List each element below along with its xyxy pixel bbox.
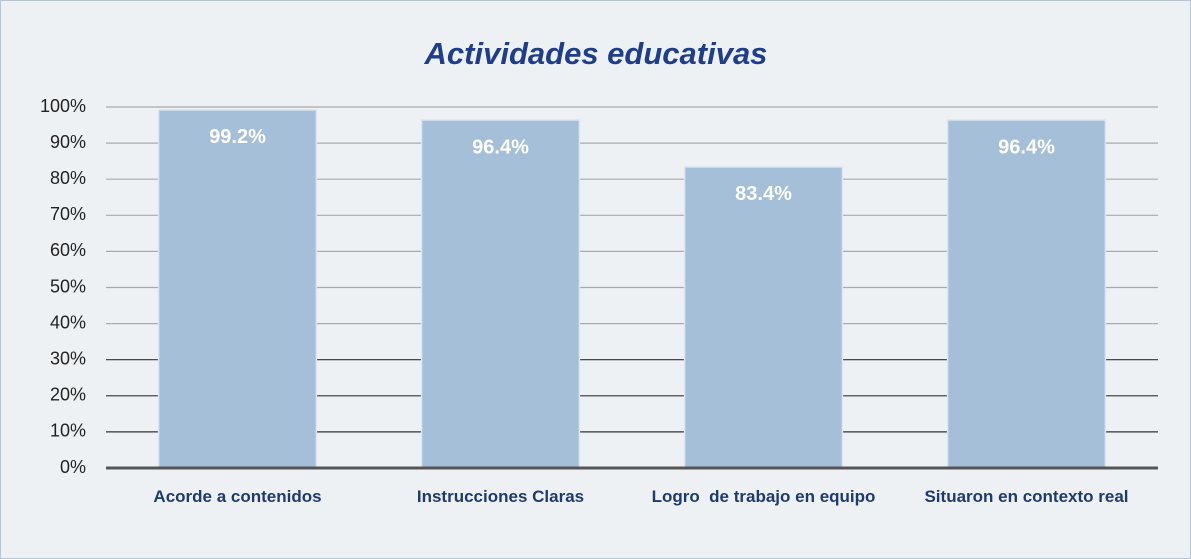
data-label: 99.2% [209,126,266,148]
y-tick-label: 30% [50,348,86,368]
bar [157,109,318,469]
data-label: 96.4% [472,136,529,158]
y-tick-label: 60% [50,240,86,260]
y-tick-label: 20% [50,385,86,405]
x-tick-label: Acorde a contenidos [153,487,322,506]
x-tick-label: Situaron en contexto real [924,487,1129,506]
y-tick-label: 40% [50,312,86,332]
bar [683,166,844,469]
y-tick-label: 90% [50,132,86,152]
chart-title: Actividades educativas [424,36,768,71]
bar [420,119,581,469]
y-tick-label: 70% [50,204,86,224]
data-label: 96.4% [998,136,1055,158]
y-tick-label: 10% [50,421,86,441]
x-tick-label: Instrucciones Claras [416,487,585,506]
y-tick-label: 50% [50,276,86,296]
bar [946,119,1107,469]
x-tick-label: Logro de trabajo en equipo [651,487,876,506]
data-label: 83.4% [735,183,792,205]
y-tick-label: 80% [50,168,86,188]
y-tick-label: 0% [60,457,86,477]
y-tick-label: 100% [40,96,86,116]
